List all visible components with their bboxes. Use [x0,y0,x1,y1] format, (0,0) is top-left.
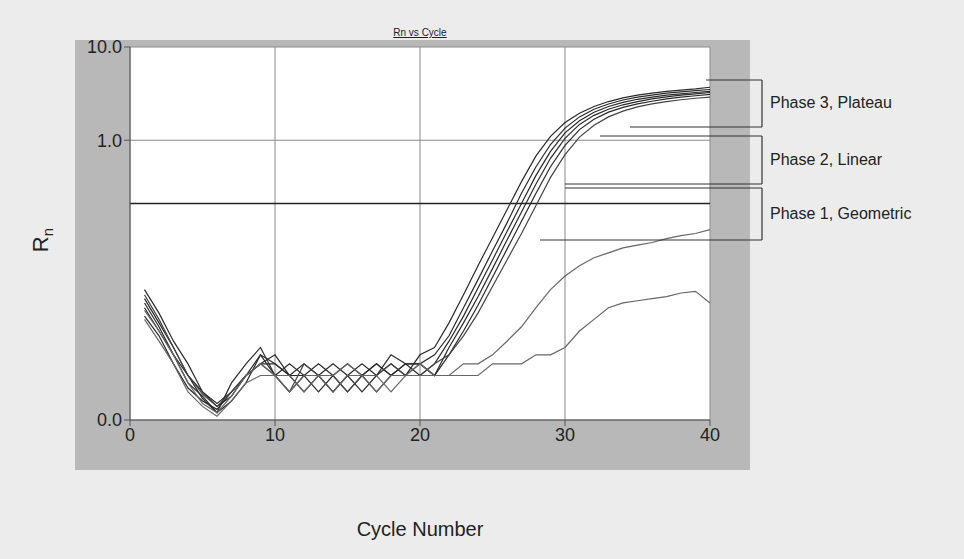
svg-text:30: 30 [555,425,575,445]
svg-text:Phase 1, Geometric: Phase 1, Geometric [770,205,911,222]
svg-text:40: 40 [700,425,720,445]
svg-text:10.0: 10.0 [87,37,122,57]
svg-text:20: 20 [410,425,430,445]
svg-text:0: 0 [125,425,135,445]
svg-text:1.0: 1.0 [97,131,122,151]
svg-text:10: 10 [265,425,285,445]
svg-text:Phase 3, Plateau: Phase 3, Plateau [770,94,892,111]
svg-text:Cycle Number: Cycle Number [357,518,484,540]
svg-text:Rn vs Cycle: Rn vs Cycle [393,27,447,38]
svg-text:0.0: 0.0 [97,410,122,430]
svg-text:Phase 2, Linear: Phase 2, Linear [770,151,883,168]
svg-text:Rn: Rn [28,228,56,252]
